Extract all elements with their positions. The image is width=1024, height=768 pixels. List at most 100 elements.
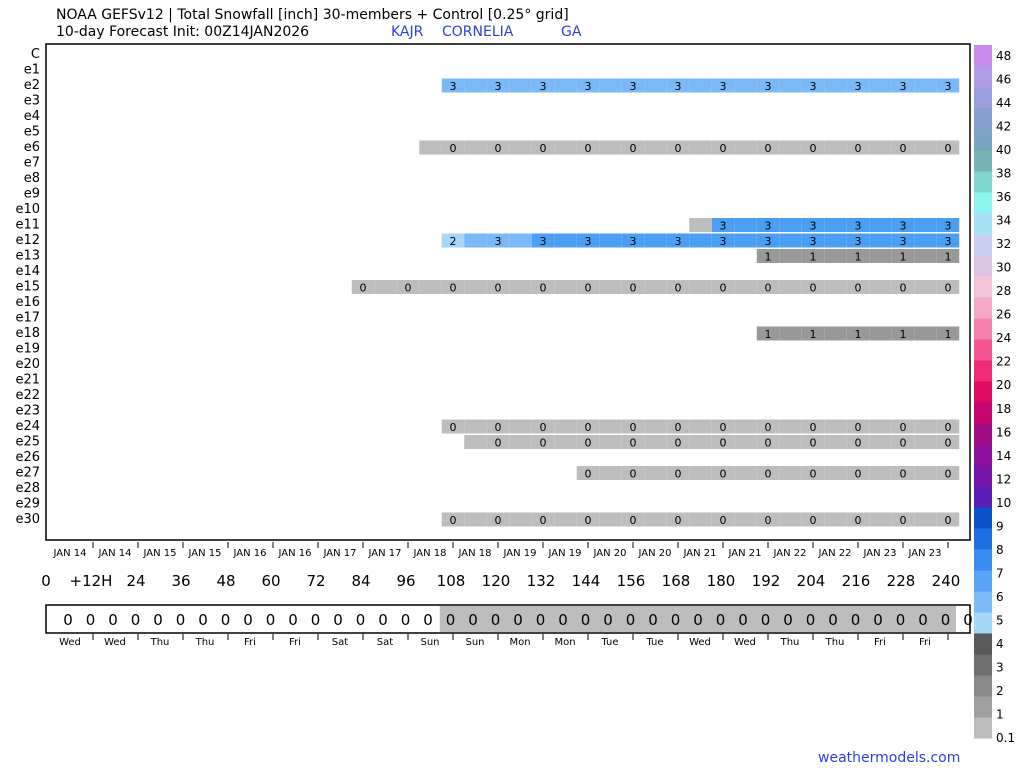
snow-cell [869, 140, 892, 155]
snow-cell [734, 233, 757, 248]
control-shade [439, 606, 956, 632]
snow-cell-value: 3 [450, 80, 457, 93]
control-value: 0 [378, 611, 388, 629]
snow-cell [599, 280, 622, 294]
snow-cell [801, 435, 825, 449]
snow-cell [531, 140, 555, 155]
colorbar-label: 20 [996, 378, 1011, 392]
date-label: JAN 14 [98, 548, 132, 559]
snow-cell [711, 233, 735, 248]
snow-cell [779, 326, 802, 341]
snow-cell-value: 0 [810, 468, 817, 481]
snow-cell [486, 435, 510, 449]
member-label: e7 [24, 156, 40, 171]
snow-cell [891, 419, 915, 434]
day-of-week-label: Wed [59, 637, 81, 648]
hour-labels: 0 +12H 24 36 48 60 72 84 96 108 120 132 144 156 168 180… [41, 572, 960, 590]
hour-tick-label: 120 [482, 572, 511, 590]
snow-cell [509, 280, 532, 294]
snow-cell [689, 233, 712, 248]
snow-cell [801, 140, 825, 155]
control-value: 0 [153, 611, 163, 629]
snow-cell [891, 249, 915, 263]
day-of-week-label: Tue [600, 637, 618, 648]
snow-cell-value: 1 [855, 328, 862, 341]
snow-cell-value: 0 [450, 421, 457, 434]
snow-cell-value: 0 [675, 282, 682, 295]
snow-cell [441, 140, 465, 155]
snow-cell [689, 466, 712, 480]
snow-cell [734, 466, 757, 480]
snow-cell [756, 435, 780, 449]
snow-cell [531, 78, 555, 93]
snow-cell-value: 0 [630, 468, 637, 481]
snow-cell [936, 280, 960, 294]
date-label: JAN 21 [683, 548, 717, 559]
snow-cell [599, 435, 622, 449]
colorbar-label: 26 [996, 308, 1011, 322]
day-of-week-label: Mon [554, 637, 575, 648]
colorbar-swatch [974, 696, 992, 718]
snow-cell-value: 3 [765, 235, 772, 248]
snow-cell-value: 0 [675, 468, 682, 481]
snow-cell-value: 0 [585, 514, 592, 527]
snow-cell [936, 140, 960, 155]
colorbar-label: 7 [996, 566, 1004, 580]
snow-cell [666, 280, 690, 294]
colorbar-swatch [974, 192, 992, 214]
day-of-week-label: Thu [150, 637, 170, 648]
snow-cell [914, 218, 937, 232]
snow-cell [396, 280, 420, 294]
member-label: e8 [24, 171, 40, 186]
snow-cell [914, 140, 937, 155]
member-label: e30 [15, 512, 40, 527]
member-label: e2 [24, 78, 40, 93]
credit-link[interactable]: weathermodels.com [818, 750, 961, 766]
snow-cell [689, 140, 712, 155]
snow-cell-value: 0 [720, 437, 727, 450]
snow-cell [509, 233, 532, 248]
snow-cell [846, 435, 870, 449]
control-value: 0 [851, 611, 861, 629]
snow-cell [756, 419, 780, 434]
control-value: 0 [558, 611, 568, 629]
member-label: e23 [15, 404, 40, 419]
control-value: 0 [896, 611, 906, 629]
snow-cell-value: 0 [855, 282, 862, 295]
snow-cell [936, 78, 960, 93]
snow-cell [756, 140, 780, 155]
colorbar-swatch [974, 507, 992, 529]
snow-cell [824, 326, 847, 341]
snow-cell-value: 0 [675, 142, 682, 155]
colorbar: 0.11234567891012141618202224262830323436… [974, 45, 1015, 745]
colorbar-swatch [974, 381, 992, 403]
snow-cell-value: 3 [720, 220, 727, 233]
snow-cell-value: 0 [855, 421, 862, 434]
member-label: e11 [15, 218, 40, 233]
colorbar-swatch [974, 150, 992, 172]
colorbar-swatch [974, 87, 992, 109]
colorbar-label: 0.1 [996, 731, 1015, 745]
colorbar-label: 38 [996, 167, 1011, 181]
snow-cell [486, 140, 510, 155]
snow-cell [509, 419, 532, 434]
snow-cell [711, 512, 735, 527]
snow-cell [599, 419, 622, 434]
snow-cell [914, 435, 937, 449]
snow-cell [689, 280, 712, 294]
day-of-week-label: Mon [509, 637, 530, 648]
date-label: JAN 23 [863, 548, 897, 559]
snow-cell [891, 140, 915, 155]
snow-cell [689, 218, 712, 232]
snow-cell-value: 0 [765, 514, 772, 527]
snow-cell [486, 512, 510, 527]
control-value: 0 [941, 611, 951, 629]
snow-cell [419, 140, 442, 155]
colorbar-swatch [974, 444, 992, 466]
snow-cell-value: 0 [495, 282, 502, 295]
day-of-week-label: Fri [244, 637, 256, 648]
snow-cell-value: 0 [495, 142, 502, 155]
hour-tick-label: 228 [887, 572, 916, 590]
snow-cell-value: 1 [855, 251, 862, 264]
